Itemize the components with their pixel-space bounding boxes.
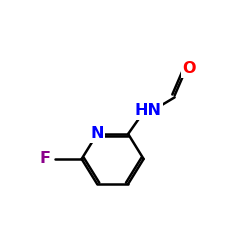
Text: F: F bbox=[40, 152, 50, 166]
Text: O: O bbox=[182, 61, 196, 76]
Text: N: N bbox=[90, 126, 104, 142]
Text: HN: HN bbox=[134, 103, 161, 118]
